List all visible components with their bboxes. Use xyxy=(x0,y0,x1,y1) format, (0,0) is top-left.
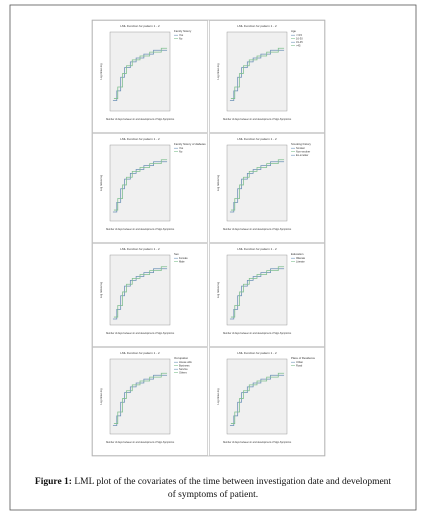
x-axis-label: Number of days between in and developmen… xyxy=(223,332,292,335)
legend-entry: Others xyxy=(179,371,187,375)
figure-frame xyxy=(91,19,326,457)
legend-title: Smoking history xyxy=(291,142,311,146)
y-axis-label: Log minus log xyxy=(216,63,220,80)
plot-area xyxy=(109,254,171,326)
legend-entry: Non-smoker xyxy=(296,150,310,154)
legend-entry: No xyxy=(179,37,183,41)
panel: LML Function for pattern 1 - 2 Log minus … xyxy=(209,243,325,347)
panel: LML Function for pattern 1 - 2 Log minus … xyxy=(92,133,208,243)
x-axis-label: Number of days between in and developmen… xyxy=(106,118,175,121)
panel-title: LML Function for pattern 1 - 2 xyxy=(237,351,277,355)
caption-text: LML plot of the covariates of the time b… xyxy=(74,477,392,500)
legend-entry: Ex-smoker xyxy=(296,153,309,157)
legend-entry: House wife xyxy=(179,360,192,364)
legend-entry: Business xyxy=(179,364,190,368)
panel-title: LML Function for pattern 1 - 2 xyxy=(237,137,277,141)
legend-entry: <=15 xyxy=(296,33,302,37)
panel-title: LML Function for pattern 1 - 2 xyxy=(120,351,160,355)
y-axis-label: Log minus log xyxy=(99,281,103,298)
legend-title: Education xyxy=(291,252,304,256)
legend-entry: >45 xyxy=(296,44,301,48)
legend-title: Occupation xyxy=(174,356,189,360)
legend-entry: Urban xyxy=(296,360,304,364)
y-axis-label: Log minus log xyxy=(216,281,220,298)
x-axis-label: Number of days between in and developmen… xyxy=(223,228,292,231)
x-axis-label: Number of days between in and developmen… xyxy=(223,441,292,444)
panel-title: LML Function for pattern 1 - 2 xyxy=(237,24,277,28)
legend-entry: Female xyxy=(179,256,188,260)
legend-entry: Male xyxy=(179,260,185,264)
y-axis-label: Log minus log xyxy=(99,388,103,405)
panel: LML Function for pattern 1 - 2 Log minus … xyxy=(209,347,325,456)
legend-entry: Yes xyxy=(179,33,184,37)
legend-entry: Rural xyxy=(296,364,303,368)
panel: LML Function for pattern 1 - 2 Log minus … xyxy=(92,243,208,347)
legend-entry: No xyxy=(179,150,183,154)
legend-entry: 31-45 xyxy=(296,40,303,44)
x-axis-label: Number of days between in and developmen… xyxy=(106,228,175,231)
plot-area xyxy=(226,144,288,222)
panel-title: LML Function for pattern 1 - 2 xyxy=(120,24,160,28)
legend-title: Sex xyxy=(174,252,179,256)
legend-entry: Literate xyxy=(296,260,305,264)
y-axis-label: Log minus log xyxy=(216,174,220,191)
legend-entry: Service xyxy=(179,367,188,371)
plot-area xyxy=(226,358,288,435)
x-axis-label: Number of days between in and developmen… xyxy=(223,118,292,121)
x-axis-label: Number of days between in and developmen… xyxy=(106,441,175,444)
panel-title: LML Function for pattern 1 - 2 xyxy=(120,137,160,141)
panel: LML Function for pattern 1 - 2 Log minus … xyxy=(92,347,208,456)
y-axis-label: Log minus log xyxy=(99,174,103,191)
plot-area xyxy=(226,254,288,326)
panel: LML Function for pattern 1 - 2 Log minus … xyxy=(92,20,208,133)
legend-title: Family history of diabetes xyxy=(174,142,206,146)
legend-entry: Illiterate xyxy=(296,256,306,260)
legend-entry: Yes xyxy=(179,146,184,150)
legend-entry: 16-30 xyxy=(296,37,303,41)
plot-area xyxy=(226,31,288,112)
plot-area xyxy=(109,144,171,222)
panel: LML Function for pattern 1 - 2 Log minus … xyxy=(209,133,325,243)
y-axis-label: Log minus log xyxy=(99,63,103,80)
panel-title: LML Function for pattern 1 - 2 xyxy=(237,247,277,251)
panel: LML Function for pattern 1 - 2 Log minus … xyxy=(209,20,325,133)
legend-title: Age xyxy=(291,29,296,33)
y-axis-label: Log minus log xyxy=(216,388,220,405)
plot-area xyxy=(109,31,171,112)
x-axis-label: Number of days between in and developmen… xyxy=(106,332,175,335)
page-border xyxy=(9,4,417,511)
panel-title: LML Function for pattern 1 - 2 xyxy=(120,247,160,251)
legend-entry: Smoker xyxy=(296,146,305,150)
plot-area xyxy=(109,358,171,435)
caption-label: Figure 1: xyxy=(34,477,72,487)
legend-title: Place of Residence xyxy=(291,356,316,360)
caption: Figure 1: LML plot of the covariates of … xyxy=(30,476,396,502)
legend-title: Family history xyxy=(174,29,192,33)
